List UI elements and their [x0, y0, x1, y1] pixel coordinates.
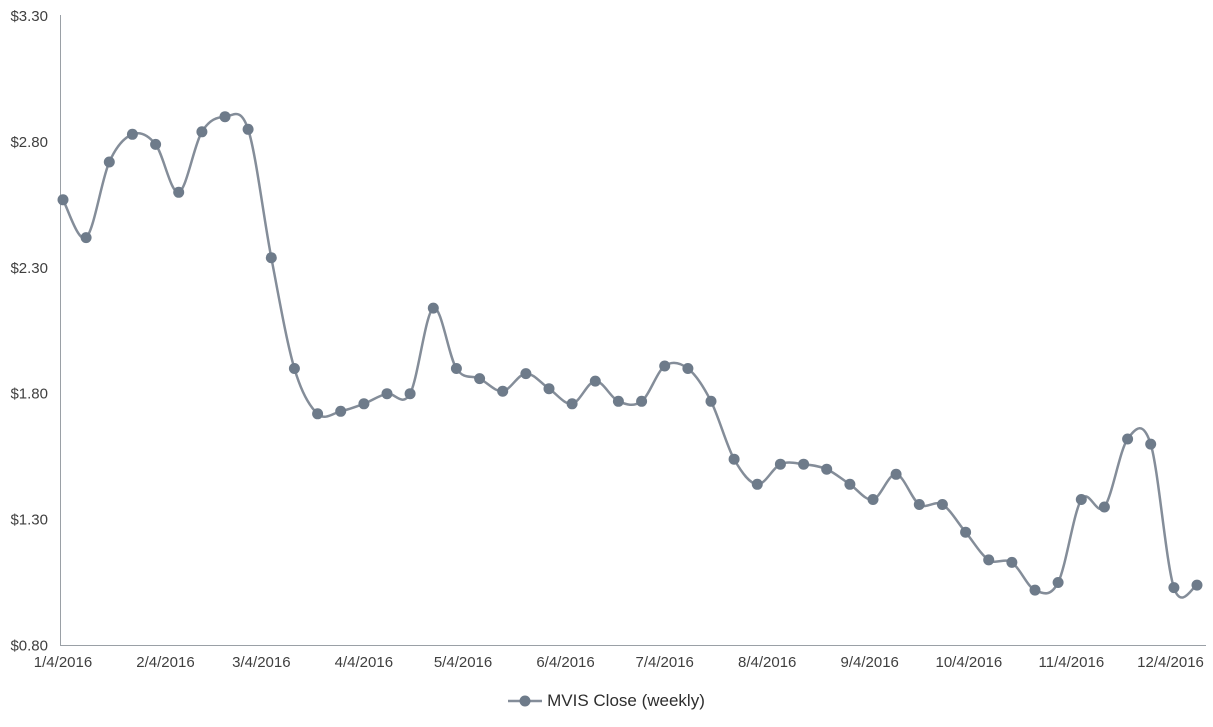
data-point-marker — [913, 499, 925, 510]
data-point-marker — [1006, 556, 1018, 568]
series-line — [61, 112, 1199, 599]
data-point-marker — [312, 408, 324, 420]
data-point-marker — [1168, 582, 1180, 594]
data-point-marker — [890, 468, 902, 480]
data-point-marker — [381, 388, 393, 400]
data-point-marker — [1052, 577, 1064, 588]
data-point-marker — [288, 363, 300, 374]
x-axis-tick-label: 12/4/2016 — [1137, 654, 1204, 671]
x-axis-tick-label: 10/4/2016 — [936, 654, 1003, 671]
data-point-marker — [589, 375, 601, 387]
data-point-marker — [358, 398, 370, 410]
x-axis-tick-label: 11/4/2016 — [1039, 654, 1105, 671]
data-point-marker — [103, 156, 115, 168]
data-point-marker — [1191, 579, 1203, 591]
data-point-marker — [659, 360, 671, 372]
y-axis-tick-label: $0.80 — [10, 638, 48, 655]
data-point-marker — [936, 499, 948, 510]
data-point-marker — [1122, 433, 1134, 445]
data-point-marker — [1075, 494, 1087, 505]
data-point-marker — [612, 395, 624, 407]
data-point-marker — [1145, 438, 1157, 450]
data-point-marker — [1098, 501, 1110, 513]
x-axis-tick-label: 5/4/2016 — [434, 654, 492, 671]
data-point-marker — [1029, 584, 1041, 596]
data-point-marker — [543, 383, 555, 395]
data-point-marker — [774, 458, 786, 470]
legend-label: MVIS Close (weekly) — [547, 691, 705, 710]
y-axis-tick-label: $2.80 — [10, 134, 48, 151]
legend: MVIS Close (weekly) — [0, 688, 1213, 714]
data-point-marker — [636, 395, 648, 407]
data-point-marker — [427, 302, 439, 314]
data-point-marker — [798, 458, 810, 470]
data-point-marker — [265, 252, 277, 264]
data-point-marker — [126, 128, 138, 140]
data-point-marker — [983, 554, 995, 566]
data-point-marker — [821, 463, 833, 475]
data-point-marker — [867, 494, 879, 505]
data-point-marker — [844, 478, 856, 490]
data-point-marker — [705, 395, 717, 407]
data-point-marker — [728, 453, 740, 465]
data-point-marker — [497, 385, 509, 397]
data-point-marker — [450, 363, 462, 374]
data-point-marker — [173, 186, 185, 198]
x-axis-tick-label: 4/4/2016 — [335, 654, 393, 671]
y-axis-tick-label: $1.30 — [10, 512, 48, 529]
x-axis-tick-label: 8/4/2016 — [738, 654, 796, 671]
x-axis-tick-label: 9/4/2016 — [840, 654, 898, 671]
data-point-marker — [196, 126, 208, 138]
y-axis-tick-label: $1.80 — [10, 386, 48, 403]
x-axis-tick-label: 2/4/2016 — [136, 654, 194, 671]
x-axis-tick-label: 1/4/2016 — [34, 654, 92, 671]
y-axis-tick-label: $3.30 — [10, 8, 48, 25]
data-point-marker — [751, 478, 763, 490]
data-point-marker — [682, 363, 694, 374]
data-point-marker — [219, 111, 231, 123]
data-point-marker — [474, 373, 486, 385]
data-point-marker — [150, 138, 162, 150]
x-axis-tick-label: 3/4/2016 — [232, 654, 290, 671]
data-point-marker — [960, 526, 972, 538]
data-point-marker — [404, 388, 416, 400]
data-point-marker — [335, 405, 347, 417]
data-point-marker — [566, 398, 578, 410]
data-point-marker — [242, 123, 254, 135]
y-axis-tick-label: $2.30 — [10, 260, 48, 277]
data-point-marker — [80, 232, 92, 244]
data-point-marker — [57, 194, 69, 206]
axis-lines — [60, 15, 1206, 646]
x-axis-tick-label: 6/4/2016 — [536, 654, 594, 671]
x-axis-tick-label: 7/4/2016 — [636, 654, 694, 671]
legend-marker-icon — [508, 695, 543, 707]
data-point-marker — [520, 368, 532, 380]
